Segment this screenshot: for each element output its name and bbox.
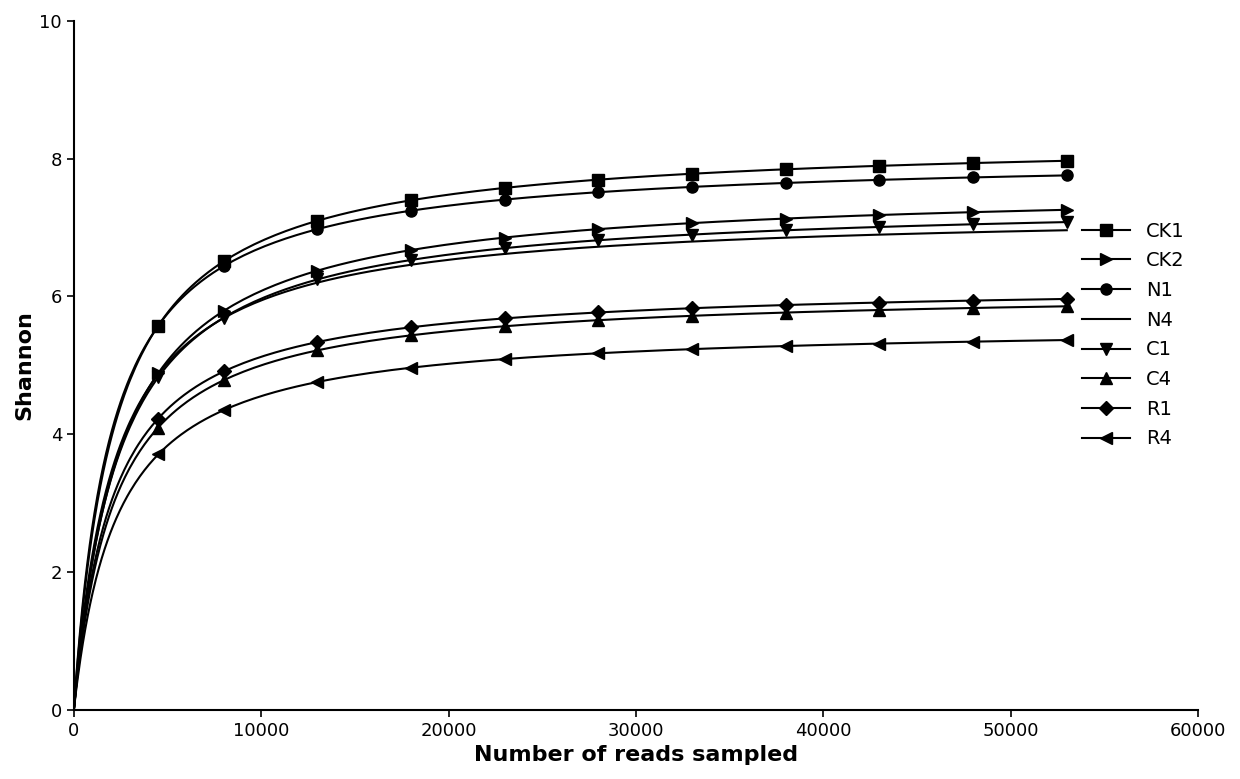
X-axis label: Number of reads sampled: Number of reads sampled — [474, 745, 799, 765]
Legend: CK1, CK2, N1, N4, C1, C4, R1, R4: CK1, CK2, N1, N4, C1, C4, R1, R4 — [1074, 213, 1193, 456]
Y-axis label: Shannon: Shannon — [14, 310, 33, 420]
